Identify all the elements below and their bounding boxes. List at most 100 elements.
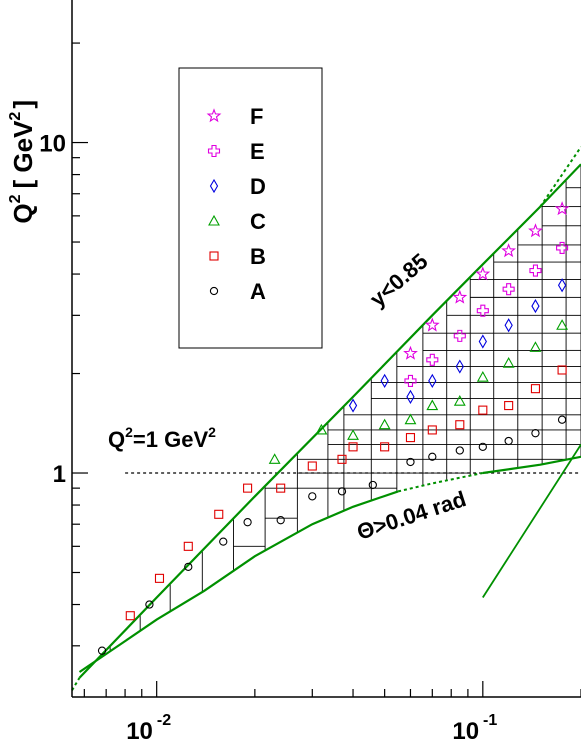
data-point-c <box>404 413 417 425</box>
q2-label-base: Q <box>108 427 125 452</box>
data-point-d <box>455 359 464 374</box>
data-point-b <box>530 384 541 394</box>
upper-cut-curve-dotted <box>71 677 81 691</box>
data-point-a <box>145 600 154 609</box>
data-point-b <box>125 611 135 621</box>
x-tick-label: 10 -2 <box>126 712 171 745</box>
data-point-c <box>378 418 391 430</box>
data-point-a <box>557 415 567 424</box>
legend-marker-d <box>209 178 219 194</box>
data-point-b <box>427 425 437 435</box>
data-point-e <box>476 304 489 317</box>
data-point-f <box>403 345 418 360</box>
legend-marker-c <box>208 214 220 226</box>
upper-cut-curve-dotted-high <box>539 146 581 208</box>
data-point-e <box>502 283 515 296</box>
data-point-b <box>276 483 286 493</box>
y-title-unit-exp: 2 <box>7 112 24 121</box>
data-point-c <box>453 395 466 406</box>
x-tick-label: 10 -1 <box>452 712 497 745</box>
q2-label-exp: 2 <box>125 424 133 440</box>
data-point-f <box>475 266 491 281</box>
data-point-f <box>424 317 440 332</box>
q2-label-exp2: 2 <box>208 424 216 440</box>
data-point-a <box>97 646 107 655</box>
legend-marker-b <box>209 251 219 261</box>
data-point-a <box>428 452 437 461</box>
legend-label-b: B <box>250 244 266 269</box>
y-tick-label: 1 <box>53 461 66 488</box>
data-point-a <box>337 487 347 496</box>
svg-text:Q2=1 GeV2: Q2=1 GeV2 <box>108 424 216 452</box>
data-point-d <box>478 334 487 349</box>
data-point-a <box>243 518 252 527</box>
y-tick-label: 10 <box>39 131 66 158</box>
data-point-b <box>243 483 253 493</box>
svg-text:Q2[ GeV2]: Q2[ GeV2] <box>7 100 38 224</box>
data-point-c <box>556 319 569 330</box>
legend-marker-f <box>206 108 222 123</box>
data-point-b <box>380 442 390 452</box>
legend-marker-a <box>209 286 219 296</box>
data-point-f <box>554 201 570 216</box>
data-point-d <box>428 373 437 388</box>
data-point-b <box>183 541 193 551</box>
data-point-b <box>455 420 465 430</box>
data-point-d <box>504 318 513 333</box>
legend-label-f: F <box>250 104 263 129</box>
data-point-e <box>404 374 417 387</box>
q2-label-rest: =1 GeV <box>133 427 209 452</box>
data-point-a <box>368 480 377 490</box>
data-point-d <box>380 373 389 388</box>
legend-box <box>178 67 323 349</box>
data-point-a <box>184 562 193 572</box>
data-point-c <box>476 371 489 382</box>
bin-grid <box>109 164 581 652</box>
y-title-exp: 2 <box>7 194 24 203</box>
data-point-c <box>426 399 439 411</box>
data-point-a <box>308 492 317 501</box>
data-point-a <box>406 457 415 467</box>
steep-boundary-line <box>482 444 581 598</box>
data-point-a <box>455 446 464 455</box>
y-title-unit-open: [ GeV <box>8 120 38 189</box>
data-point-d <box>531 298 540 314</box>
data-point-a <box>504 436 513 446</box>
legend-label-e: E <box>250 139 265 164</box>
data-point-c <box>502 357 515 368</box>
data-point-b <box>154 573 165 583</box>
data-point-a <box>478 442 487 451</box>
data-point-b <box>337 454 347 464</box>
data-point-c <box>347 429 359 440</box>
y-title-base: Q <box>8 203 38 223</box>
data-point-a <box>531 429 540 438</box>
data-point-b <box>348 442 358 452</box>
boundary-curves <box>71 146 581 691</box>
legend-label-c: C <box>250 209 266 234</box>
axes: 10 -2 10 -1 1 10 <box>39 0 581 745</box>
data-point-d <box>348 398 358 413</box>
data-point-b <box>504 401 514 411</box>
data-point-a <box>276 516 285 525</box>
data-point-b <box>405 433 416 443</box>
data-point-c <box>268 453 281 464</box>
theta-cut-curve-high <box>482 455 581 475</box>
data-point-d <box>557 278 567 293</box>
legend-label-a: A <box>250 279 266 304</box>
data-point-e <box>529 264 542 277</box>
data-point-a <box>219 537 228 546</box>
data-point-f <box>501 243 516 258</box>
data-point-b <box>557 365 567 375</box>
y-title-unit-close: ] <box>8 100 38 109</box>
upper-cut-curve <box>78 163 581 679</box>
theta-cut-curve <box>78 490 399 673</box>
data-point-c <box>315 423 328 435</box>
data-point-b <box>307 461 317 471</box>
data-point-e <box>453 329 466 342</box>
data-point-c <box>529 341 542 352</box>
data-point-f <box>528 223 543 238</box>
data-point-e <box>426 353 439 366</box>
data-point-d <box>406 389 415 404</box>
